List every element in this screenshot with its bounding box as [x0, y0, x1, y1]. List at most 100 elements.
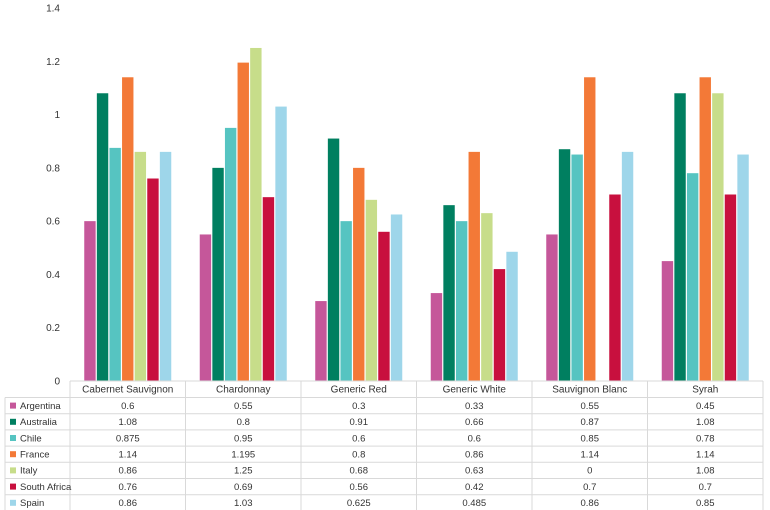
table-cell-value: 0.7: [583, 482, 596, 493]
bar-italy-2: [250, 47, 262, 382]
table-cell-value: 0.485: [462, 498, 486, 509]
table-cell-value: 0.7: [699, 482, 712, 493]
y-axis: 0 0.2 0.4 0.6 0.8 1 1.2 1.4: [46, 4, 60, 388]
bar-argentina-5: [546, 234, 558, 381]
category-label: Chardonnay: [216, 385, 270, 396]
legend-key-argentina: [10, 402, 16, 409]
bar-chile-4: [455, 221, 468, 381]
bar-australia-4: [443, 205, 455, 381]
bar-australia-3: [327, 138, 340, 381]
table-cell-value: 0.86: [581, 498, 600, 509]
table-cell-value: 1.195: [231, 450, 255, 461]
table-cell-value: 0.87: [581, 417, 600, 428]
table-cell-value: 0.85: [581, 433, 600, 444]
y-tick-label: 1.4: [46, 4, 60, 15]
table-cell-value: 0.78: [696, 433, 715, 444]
bar-spain-5: [621, 151, 634, 381]
bar-south-africa-3: [378, 231, 390, 381]
table-cell-value: 0.8: [352, 450, 365, 461]
series-name: France: [20, 450, 50, 461]
table-cell-value: 0.68: [350, 466, 369, 477]
bar-south-africa-2: [262, 197, 275, 381]
series-name: Australia: [20, 417, 58, 428]
bar-france-6: [699, 77, 711, 382]
table-cell-value: 0.69: [234, 482, 253, 493]
table-cell-value: 0.76: [119, 482, 138, 493]
table-cell-value: 0.6: [352, 433, 365, 444]
bar-argentina-2: [199, 234, 212, 381]
bar-spain-1: [159, 151, 172, 381]
bar-france-2: [237, 62, 249, 382]
bar-spain-2: [275, 106, 287, 381]
table-cell-value: 1.08: [119, 417, 138, 428]
bar-australia-2: [212, 167, 224, 381]
table-cell-value: 1.14: [581, 450, 600, 461]
series-name: Argentina: [20, 401, 61, 412]
y-tick-label: 1: [54, 110, 60, 121]
bar-italy-6: [712, 93, 724, 381]
table-cell-value: 0.6: [121, 401, 134, 412]
bar-argentina-6: [661, 261, 674, 381]
bar-chile-1: [109, 147, 121, 382]
table-cell-value: 0.56: [350, 482, 369, 493]
table-cell-value: 0.33: [465, 401, 484, 412]
bar-france-3: [353, 167, 365, 381]
table-cell-value: 0.63: [465, 466, 484, 477]
category-label: Generic White: [443, 385, 507, 396]
bar-argentina-3: [315, 301, 327, 381]
table-cell-value: 0.8: [237, 417, 250, 428]
bar-italy-1: [134, 151, 147, 381]
table-cell-value: 0.86: [119, 466, 138, 477]
bar-italy-4: [481, 213, 493, 381]
bar-south-africa-1: [147, 178, 159, 381]
bar-spain-4: [506, 251, 518, 381]
series-name: Chile: [20, 433, 42, 444]
bar-argentina-4: [430, 293, 443, 381]
category-label: Syrah: [692, 385, 718, 396]
table-cell-value: 1.25: [234, 466, 253, 477]
bar-australia-1: [96, 93, 109, 381]
y-tick-label: 0.4: [46, 270, 60, 281]
table-cell-value: 0.45: [696, 401, 715, 412]
y-tick-label: 0.6: [46, 217, 60, 228]
legend-key-australia: [10, 418, 16, 425]
table-cell-value: 0.95: [234, 433, 253, 444]
bar-south-africa-5: [609, 194, 621, 381]
y-tick-label: 0.2: [46, 323, 60, 334]
table-cell-value: 0.86: [465, 450, 484, 461]
legend-key-spain: [10, 499, 16, 506]
table-cell-value: 0.6: [468, 433, 481, 444]
category-label: Generic Red: [331, 385, 387, 396]
table-cell-value: 0.85: [696, 498, 715, 509]
table-cell-value: 1.08: [696, 417, 715, 428]
table-cell-value: 0.55: [234, 401, 253, 412]
table-cell-value: 1.08: [696, 466, 715, 477]
bar-south-africa-4: [493, 269, 506, 381]
table-cell-value: 0.55: [581, 401, 600, 412]
y-tick-label: 1.2: [46, 57, 60, 68]
table-cell-value: 0.86: [119, 498, 138, 509]
bar-australia-5: [558, 149, 571, 381]
y-tick-label: 0.8: [46, 163, 60, 174]
bar-spain-6: [737, 154, 749, 381]
bar-chile-5: [571, 154, 583, 381]
category-label: Sauvignon Blanc: [552, 385, 627, 396]
bar-france-4: [468, 151, 480, 381]
category-label: Cabernet Sauvignon: [82, 385, 173, 396]
bar-spain-3: [390, 214, 403, 381]
data-table: Cabernet Sauvignon Chardonnay Generic Red G…: [4, 380, 764, 510]
series-name: Italy: [20, 466, 38, 477]
bar-australia-6: [674, 93, 686, 381]
bar-argentina-1: [84, 221, 96, 381]
table-cell-value: 0.625: [347, 498, 371, 509]
table-cell-value: 1.14: [119, 450, 138, 461]
table-cell-value: 0.875: [116, 433, 140, 444]
bar-series-group: [84, 47, 749, 382]
legend-key-france: [10, 451, 16, 458]
series-name: Spain: [20, 498, 44, 509]
bar-france-1: [122, 77, 134, 382]
bar-chile-6: [686, 173, 699, 381]
bar-chile-3: [340, 221, 352, 381]
y-tick-label: 0: [54, 377, 60, 388]
table-cell-value: 0.91: [350, 417, 369, 428]
